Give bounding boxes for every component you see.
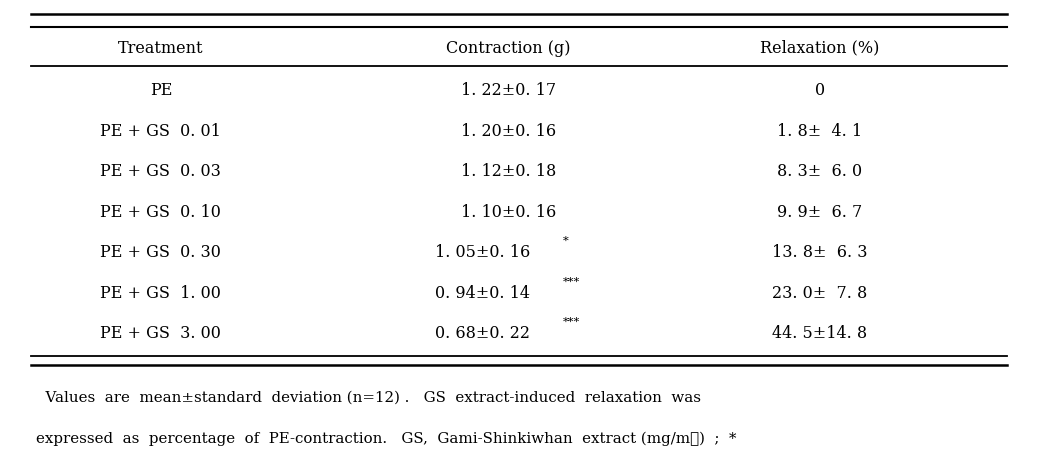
Text: 9. 9±  6. 7: 9. 9± 6. 7 [777, 203, 863, 220]
Text: PE + GS  3. 00: PE + GS 3. 00 [101, 325, 221, 341]
Text: PE: PE [149, 82, 172, 99]
Text: 1. 05±0. 16: 1. 05±0. 16 [435, 244, 530, 261]
Text: 1. 10±0. 16: 1. 10±0. 16 [461, 203, 556, 220]
Text: ***: *** [563, 317, 580, 326]
Text: 8. 3±  6. 0: 8. 3± 6. 0 [777, 163, 863, 180]
Text: Treatment: Treatment [118, 40, 203, 56]
Text: Contraction (g): Contraction (g) [446, 40, 571, 56]
Text: PE + GS  0. 30: PE + GS 0. 30 [101, 244, 221, 261]
Text: PE + GS  0. 10: PE + GS 0. 10 [101, 203, 221, 220]
Text: 1. 8±  4. 1: 1. 8± 4. 1 [777, 123, 863, 140]
Text: 0. 68±0. 22: 0. 68±0. 22 [435, 325, 530, 341]
Text: PE + GS  1. 00: PE + GS 1. 00 [101, 284, 221, 301]
Text: PE + GS  0. 03: PE + GS 0. 03 [101, 163, 221, 180]
Text: ***: *** [563, 276, 580, 286]
Text: Values  are  mean±standard  deviation (n=12) .   GS  extract-induced  relaxation: Values are mean±standard deviation (n=12… [36, 390, 702, 404]
Text: 1. 22±0. 17: 1. 22±0. 17 [461, 82, 556, 99]
Text: 44. 5±14. 8: 44. 5±14. 8 [772, 325, 868, 341]
Text: 23. 0±  7. 8: 23. 0± 7. 8 [772, 284, 868, 301]
Text: 1. 20±0. 16: 1. 20±0. 16 [461, 123, 556, 140]
Text: 13. 8±  6. 3: 13. 8± 6. 3 [772, 244, 868, 261]
Text: 1. 12±0. 18: 1. 12±0. 18 [461, 163, 556, 180]
Text: 0: 0 [815, 82, 825, 99]
Text: Relaxation (%): Relaxation (%) [760, 40, 880, 56]
Text: expressed  as  percentage  of  PE-contraction.   GS,  Gami-Shinkiwhan  extract (: expressed as percentage of PE-contractio… [36, 431, 737, 445]
Text: *: * [563, 236, 569, 246]
Text: 0. 94±0. 14: 0. 94±0. 14 [435, 284, 530, 301]
Text: PE + GS  0. 01: PE + GS 0. 01 [101, 123, 221, 140]
